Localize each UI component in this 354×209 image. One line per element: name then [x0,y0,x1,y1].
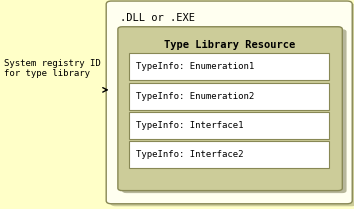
Text: System registry ID
for type library: System registry ID for type library [4,59,100,78]
Bar [129,141,329,168]
Bar [129,112,329,139]
Text: TypeInfo: Interface2: TypeInfo: Interface2 [136,150,243,159]
FancyBboxPatch shape [122,29,347,193]
FancyBboxPatch shape [106,1,352,204]
Text: .DLL or .EXE: .DLL or .EXE [120,13,195,23]
Bar [129,53,329,80]
Text: Type Library Resource: Type Library Resource [165,40,296,50]
FancyBboxPatch shape [118,27,342,191]
Text: TypeInfo: Enumeration2: TypeInfo: Enumeration2 [136,92,254,101]
Text: TypeInfo: Interface1: TypeInfo: Interface1 [136,121,243,130]
FancyBboxPatch shape [110,4,354,206]
Bar [129,83,329,110]
Text: TypeInfo: Enumeration1: TypeInfo: Enumeration1 [136,62,254,71]
